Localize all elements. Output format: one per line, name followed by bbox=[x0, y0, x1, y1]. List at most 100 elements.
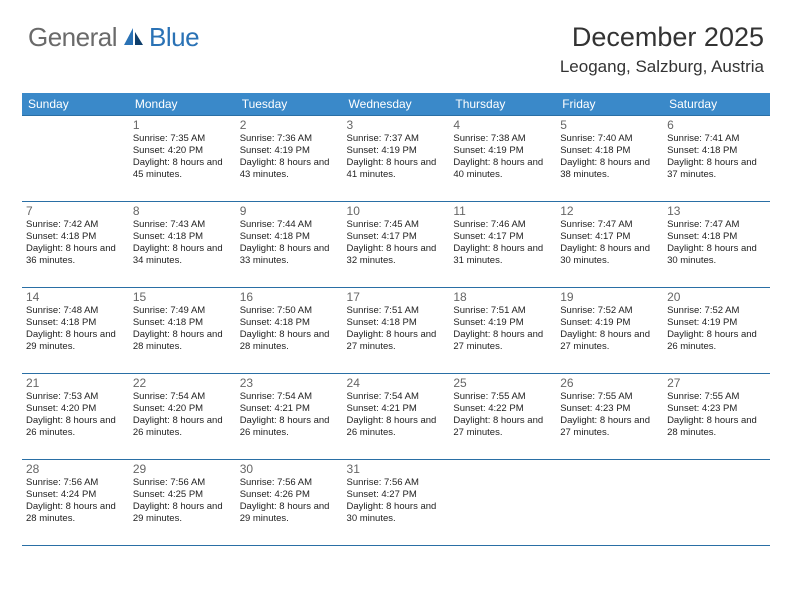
weekday-header: Friday bbox=[556, 93, 663, 116]
calendar-cell: 28Sunrise: 7:56 AMSunset: 4:24 PMDayligh… bbox=[22, 460, 129, 546]
calendar-body: 1Sunrise: 7:35 AMSunset: 4:20 PMDaylight… bbox=[22, 116, 770, 546]
day-number: 28 bbox=[26, 462, 125, 476]
calendar-cell: 22Sunrise: 7:54 AMSunset: 4:20 PMDayligh… bbox=[129, 374, 236, 460]
page-title: December 2025 bbox=[560, 22, 764, 53]
logo: General Blue bbox=[28, 22, 199, 53]
day-number: 23 bbox=[240, 376, 339, 390]
day-details: Sunrise: 7:47 AMSunset: 4:18 PMDaylight:… bbox=[667, 219, 766, 267]
day-number: 16 bbox=[240, 290, 339, 304]
weekday-header: Wednesday bbox=[343, 93, 450, 116]
day-number: 3 bbox=[347, 118, 446, 132]
day-details: Sunrise: 7:50 AMSunset: 4:18 PMDaylight:… bbox=[240, 305, 339, 353]
day-number: 6 bbox=[667, 118, 766, 132]
calendar-cell: 29Sunrise: 7:56 AMSunset: 4:25 PMDayligh… bbox=[129, 460, 236, 546]
day-number: 7 bbox=[26, 204, 125, 218]
calendar-cell: 12Sunrise: 7:47 AMSunset: 4:17 PMDayligh… bbox=[556, 202, 663, 288]
day-details: Sunrise: 7:56 AMSunset: 4:26 PMDaylight:… bbox=[240, 477, 339, 525]
logo-text-blue: Blue bbox=[149, 22, 199, 53]
day-details: Sunrise: 7:46 AMSunset: 4:17 PMDaylight:… bbox=[453, 219, 552, 267]
day-number: 4 bbox=[453, 118, 552, 132]
calendar-cell: 1Sunrise: 7:35 AMSunset: 4:20 PMDaylight… bbox=[129, 116, 236, 202]
day-number: 11 bbox=[453, 204, 552, 218]
calendar-cell: 10Sunrise: 7:45 AMSunset: 4:17 PMDayligh… bbox=[343, 202, 450, 288]
day-details: Sunrise: 7:48 AMSunset: 4:18 PMDaylight:… bbox=[26, 305, 125, 353]
day-number: 17 bbox=[347, 290, 446, 304]
day-details: Sunrise: 7:49 AMSunset: 4:18 PMDaylight:… bbox=[133, 305, 232, 353]
day-details: Sunrise: 7:40 AMSunset: 4:18 PMDaylight:… bbox=[560, 133, 659, 181]
calendar-cell bbox=[663, 460, 770, 546]
calendar-cell: 30Sunrise: 7:56 AMSunset: 4:26 PMDayligh… bbox=[236, 460, 343, 546]
calendar-cell: 11Sunrise: 7:46 AMSunset: 4:17 PMDayligh… bbox=[449, 202, 556, 288]
calendar-cell: 7Sunrise: 7:42 AMSunset: 4:18 PMDaylight… bbox=[22, 202, 129, 288]
day-number: 9 bbox=[240, 204, 339, 218]
day-details: Sunrise: 7:35 AMSunset: 4:20 PMDaylight:… bbox=[133, 133, 232, 181]
header: General Blue December 2025 Leogang, Salz… bbox=[0, 0, 792, 85]
calendar-cell: 19Sunrise: 7:52 AMSunset: 4:19 PMDayligh… bbox=[556, 288, 663, 374]
calendar-cell: 27Sunrise: 7:55 AMSunset: 4:23 PMDayligh… bbox=[663, 374, 770, 460]
day-details: Sunrise: 7:37 AMSunset: 4:19 PMDaylight:… bbox=[347, 133, 446, 181]
calendar-cell: 20Sunrise: 7:52 AMSunset: 4:19 PMDayligh… bbox=[663, 288, 770, 374]
calendar-cell: 15Sunrise: 7:49 AMSunset: 4:18 PMDayligh… bbox=[129, 288, 236, 374]
calendar-week: 7Sunrise: 7:42 AMSunset: 4:18 PMDaylight… bbox=[22, 202, 770, 288]
weekday-header: Tuesday bbox=[236, 93, 343, 116]
calendar-cell: 5Sunrise: 7:40 AMSunset: 4:18 PMDaylight… bbox=[556, 116, 663, 202]
calendar-cell: 18Sunrise: 7:51 AMSunset: 4:19 PMDayligh… bbox=[449, 288, 556, 374]
weekday-header: Thursday bbox=[449, 93, 556, 116]
day-number: 20 bbox=[667, 290, 766, 304]
day-number: 12 bbox=[560, 204, 659, 218]
day-number: 2 bbox=[240, 118, 339, 132]
calendar-table: SundayMondayTuesdayWednesdayThursdayFrid… bbox=[22, 93, 770, 546]
day-details: Sunrise: 7:52 AMSunset: 4:19 PMDaylight:… bbox=[560, 305, 659, 353]
day-details: Sunrise: 7:56 AMSunset: 4:25 PMDaylight:… bbox=[133, 477, 232, 525]
day-number: 24 bbox=[347, 376, 446, 390]
day-details: Sunrise: 7:51 AMSunset: 4:19 PMDaylight:… bbox=[453, 305, 552, 353]
day-details: Sunrise: 7:55 AMSunset: 4:23 PMDaylight:… bbox=[560, 391, 659, 439]
day-number: 22 bbox=[133, 376, 232, 390]
calendar-cell bbox=[22, 116, 129, 202]
day-number: 13 bbox=[667, 204, 766, 218]
day-details: Sunrise: 7:45 AMSunset: 4:17 PMDaylight:… bbox=[347, 219, 446, 267]
calendar-week: 28Sunrise: 7:56 AMSunset: 4:24 PMDayligh… bbox=[22, 460, 770, 546]
day-details: Sunrise: 7:36 AMSunset: 4:19 PMDaylight:… bbox=[240, 133, 339, 181]
day-number: 18 bbox=[453, 290, 552, 304]
logo-text-general: General bbox=[28, 22, 117, 53]
day-number: 30 bbox=[240, 462, 339, 476]
calendar-cell bbox=[449, 460, 556, 546]
calendar-cell: 4Sunrise: 7:38 AMSunset: 4:19 PMDaylight… bbox=[449, 116, 556, 202]
calendar-cell: 25Sunrise: 7:55 AMSunset: 4:22 PMDayligh… bbox=[449, 374, 556, 460]
title-block: December 2025 Leogang, Salzburg, Austria bbox=[560, 22, 764, 77]
day-details: Sunrise: 7:43 AMSunset: 4:18 PMDaylight:… bbox=[133, 219, 232, 267]
day-number: 25 bbox=[453, 376, 552, 390]
calendar-cell bbox=[556, 460, 663, 546]
calendar-cell: 16Sunrise: 7:50 AMSunset: 4:18 PMDayligh… bbox=[236, 288, 343, 374]
day-details: Sunrise: 7:53 AMSunset: 4:20 PMDaylight:… bbox=[26, 391, 125, 439]
calendar-cell: 26Sunrise: 7:55 AMSunset: 4:23 PMDayligh… bbox=[556, 374, 663, 460]
calendar-week: 14Sunrise: 7:48 AMSunset: 4:18 PMDayligh… bbox=[22, 288, 770, 374]
calendar-cell: 17Sunrise: 7:51 AMSunset: 4:18 PMDayligh… bbox=[343, 288, 450, 374]
location: Leogang, Salzburg, Austria bbox=[560, 57, 764, 77]
day-details: Sunrise: 7:56 AMSunset: 4:27 PMDaylight:… bbox=[347, 477, 446, 525]
calendar-cell: 23Sunrise: 7:54 AMSunset: 4:21 PMDayligh… bbox=[236, 374, 343, 460]
calendar-cell: 8Sunrise: 7:43 AMSunset: 4:18 PMDaylight… bbox=[129, 202, 236, 288]
weekday-row: SundayMondayTuesdayWednesdayThursdayFrid… bbox=[22, 93, 770, 116]
day-details: Sunrise: 7:41 AMSunset: 4:18 PMDaylight:… bbox=[667, 133, 766, 181]
day-details: Sunrise: 7:47 AMSunset: 4:17 PMDaylight:… bbox=[560, 219, 659, 267]
day-details: Sunrise: 7:38 AMSunset: 4:19 PMDaylight:… bbox=[453, 133, 552, 181]
day-number: 31 bbox=[347, 462, 446, 476]
day-details: Sunrise: 7:56 AMSunset: 4:24 PMDaylight:… bbox=[26, 477, 125, 525]
day-number: 21 bbox=[26, 376, 125, 390]
day-number: 14 bbox=[26, 290, 125, 304]
calendar-cell: 21Sunrise: 7:53 AMSunset: 4:20 PMDayligh… bbox=[22, 374, 129, 460]
logo-sail-icon bbox=[123, 27, 145, 52]
day-number: 29 bbox=[133, 462, 232, 476]
day-details: Sunrise: 7:55 AMSunset: 4:23 PMDaylight:… bbox=[667, 391, 766, 439]
weekday-header: Monday bbox=[129, 93, 236, 116]
calendar-cell: 9Sunrise: 7:44 AMSunset: 4:18 PMDaylight… bbox=[236, 202, 343, 288]
day-number: 8 bbox=[133, 204, 232, 218]
calendar-cell: 6Sunrise: 7:41 AMSunset: 4:18 PMDaylight… bbox=[663, 116, 770, 202]
day-details: Sunrise: 7:52 AMSunset: 4:19 PMDaylight:… bbox=[667, 305, 766, 353]
day-number: 1 bbox=[133, 118, 232, 132]
day-number: 27 bbox=[667, 376, 766, 390]
day-number: 5 bbox=[560, 118, 659, 132]
day-number: 26 bbox=[560, 376, 659, 390]
